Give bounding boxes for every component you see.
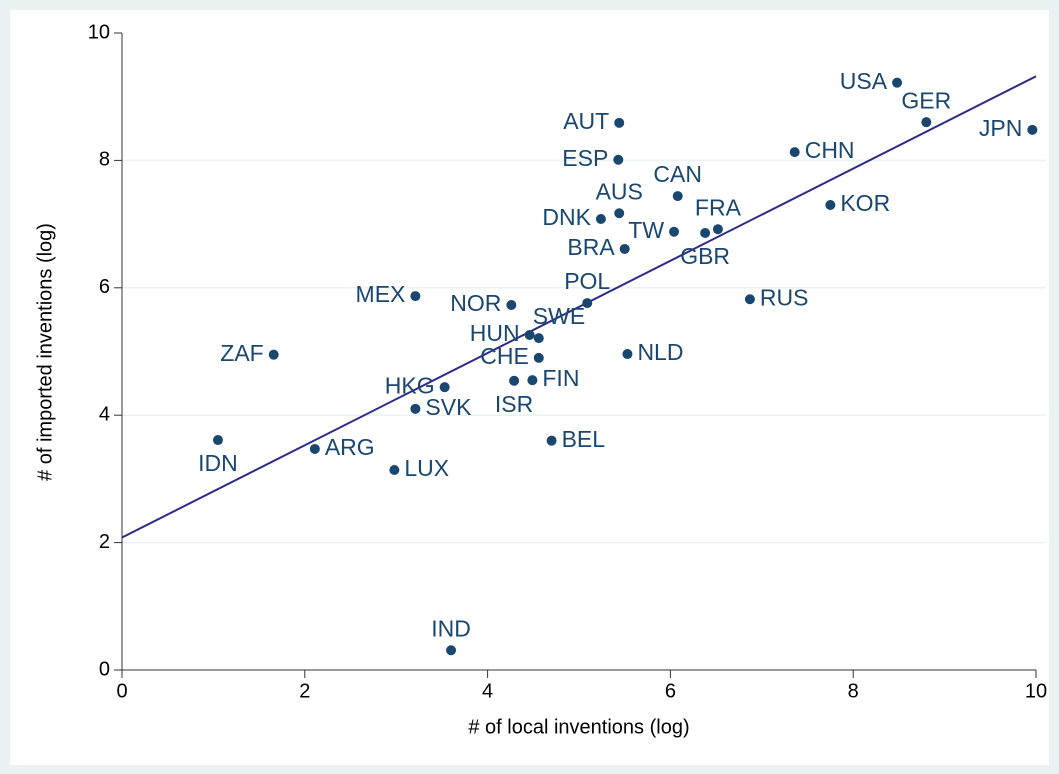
point-label: ARG xyxy=(325,434,375,460)
plot-region xyxy=(10,10,1049,765)
data-point xyxy=(524,329,535,340)
y-tick-label: 0 xyxy=(99,658,110,680)
x-tick-label: 10 xyxy=(1025,680,1047,702)
data-point xyxy=(1027,124,1038,135)
data-point xyxy=(614,117,625,128)
data-point xyxy=(825,199,836,210)
data-point xyxy=(533,352,544,363)
point-label: LUX xyxy=(404,455,449,481)
point-label: GBR xyxy=(680,243,730,269)
point-label: SWE xyxy=(533,303,585,329)
data-point xyxy=(446,645,457,656)
point-label: TW xyxy=(628,217,664,243)
data-point xyxy=(268,349,279,360)
y-tick-label: 6 xyxy=(99,276,110,298)
data-point xyxy=(546,435,557,446)
y-axis-title: # of imported inventions (log) xyxy=(34,223,56,481)
data-point xyxy=(309,443,320,454)
point-label: CHE xyxy=(480,343,529,369)
point-label: FIN xyxy=(542,365,579,391)
data-point xyxy=(712,224,723,235)
data-point xyxy=(672,191,683,202)
point-label: ESP xyxy=(562,145,608,171)
data-point xyxy=(389,464,400,475)
data-point xyxy=(700,228,711,239)
data-point xyxy=(789,147,800,158)
data-point xyxy=(613,154,624,165)
point-label: HUN xyxy=(470,320,520,346)
data-point xyxy=(595,214,606,225)
data-point xyxy=(744,294,755,305)
data-point xyxy=(533,333,544,344)
x-tick-label: 2 xyxy=(299,680,310,702)
x-axis-title: # of local inventions (log) xyxy=(468,716,689,738)
point-label: FRA xyxy=(695,194,742,220)
point-label: AUS xyxy=(596,178,643,204)
data-point xyxy=(619,243,630,254)
data-point xyxy=(527,375,538,386)
point-label: ZAF xyxy=(220,340,263,366)
point-label: JPN xyxy=(979,115,1022,141)
point-label: HKG xyxy=(385,372,435,398)
point-label: MEX xyxy=(356,281,406,307)
data-point xyxy=(439,382,450,393)
point-label: AUT xyxy=(563,108,609,134)
data-point xyxy=(582,298,593,309)
point-label: KOR xyxy=(840,190,890,216)
data-point xyxy=(622,349,633,360)
point-label: CAN xyxy=(653,161,702,187)
data-point xyxy=(921,117,932,128)
data-point xyxy=(614,208,625,219)
point-label: CHN xyxy=(805,137,855,163)
data-point xyxy=(410,291,421,302)
data-point xyxy=(892,77,903,88)
point-label: GER xyxy=(901,87,951,113)
point-label: BRA xyxy=(567,234,615,260)
point-label: IDN xyxy=(198,450,238,476)
point-label: POL xyxy=(564,268,610,294)
point-label: NLD xyxy=(637,339,683,365)
y-tick-label: 2 xyxy=(99,531,110,553)
data-point xyxy=(509,375,520,386)
point-label: BEL xyxy=(562,426,606,452)
point-label: NOR xyxy=(450,290,501,316)
fit-line xyxy=(121,75,1037,539)
data-point xyxy=(669,226,680,237)
x-tick-label: 8 xyxy=(848,680,859,702)
data-point xyxy=(410,403,421,414)
x-tick-label: 4 xyxy=(482,680,493,702)
point-label: RUS xyxy=(760,284,809,310)
x-tick-label: 0 xyxy=(116,680,127,702)
point-label: IND xyxy=(431,615,471,641)
x-tick-label: 6 xyxy=(665,680,676,702)
y-tick-label: 10 xyxy=(88,21,110,43)
point-label: DNK xyxy=(542,204,591,230)
point-label: ISR xyxy=(495,391,533,417)
data-point xyxy=(212,435,223,446)
point-label: SVK xyxy=(425,394,472,420)
y-tick-label: 4 xyxy=(99,403,110,425)
data-point xyxy=(506,299,517,310)
point-label: USA xyxy=(840,68,888,94)
y-tick-label: 8 xyxy=(99,149,110,171)
